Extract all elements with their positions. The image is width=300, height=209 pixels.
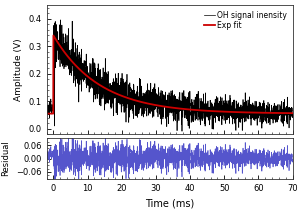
Exp fit xyxy=(238,111,242,113)
Line: OH signal inensity: OH signal inensity xyxy=(46,20,292,131)
OH signal inensity xyxy=(238,121,242,124)
Exp fit xyxy=(284,112,287,114)
OH signal inensity xyxy=(180,130,184,133)
OH signal inensity xyxy=(284,113,287,116)
OH signal inensity xyxy=(57,47,61,50)
OH signal inensity xyxy=(58,19,62,21)
Exp fit xyxy=(45,112,48,115)
Legend: OH signal inensity, Exp fit: OH signal inensity, Exp fit xyxy=(202,9,289,31)
OH signal inensity xyxy=(291,116,294,118)
X-axis label: Time (ms): Time (ms) xyxy=(145,198,194,208)
Exp fit xyxy=(291,112,294,114)
Exp fit xyxy=(164,106,168,108)
Line: Exp fit: Exp fit xyxy=(46,36,292,114)
Exp fit xyxy=(57,43,61,46)
Exp fit xyxy=(158,104,161,107)
OH signal inensity xyxy=(45,109,48,112)
OH signal inensity xyxy=(164,111,168,113)
Exp fit xyxy=(52,34,55,37)
Y-axis label: Amplitude (V): Amplitude (V) xyxy=(14,38,23,101)
OH signal inensity xyxy=(158,96,161,98)
Exp fit xyxy=(284,112,287,114)
OH signal inensity xyxy=(284,110,287,113)
Y-axis label: Residual: Residual xyxy=(2,141,10,176)
